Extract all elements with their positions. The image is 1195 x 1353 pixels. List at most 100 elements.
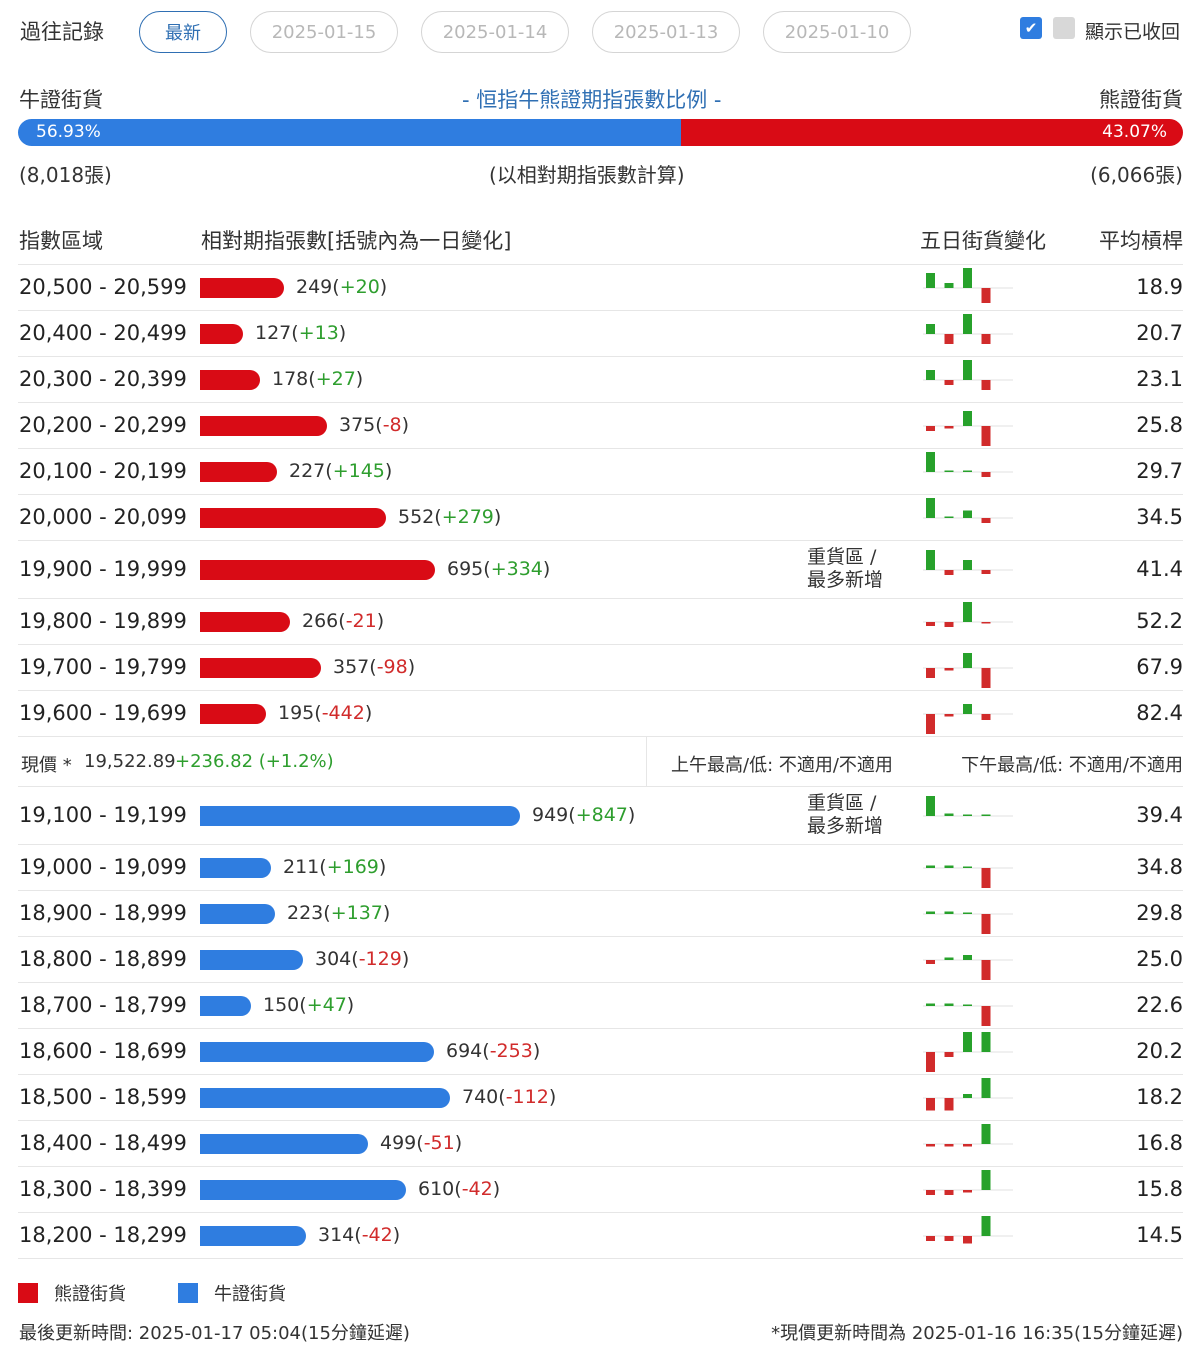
sparkline-bar bbox=[926, 911, 935, 914]
one-day-change: +279 bbox=[441, 506, 494, 528]
sparkline-bar bbox=[926, 426, 935, 431]
avg-leverage: 23.1 bbox=[1136, 367, 1183, 391]
sparkline-bar bbox=[926, 550, 935, 570]
one-day-change: +20 bbox=[339, 276, 380, 298]
table-row: 18,600 - 18,699 694(-253) 20.2 bbox=[18, 1028, 1183, 1074]
current-divider bbox=[646, 737, 647, 787]
tab-2025-01-15[interactable]: 2025-01-15 bbox=[250, 11, 398, 53]
one-day-change: -442 bbox=[321, 702, 365, 724]
sparkline-bar bbox=[944, 334, 954, 344]
table-row: 19,000 - 19,099 211(+169) 34.8 bbox=[18, 844, 1183, 890]
contracts-bar bbox=[200, 560, 435, 580]
contracts-value: 949(+847) bbox=[532, 804, 636, 826]
table-row: 20,100 - 20,199 227(+145) 29.7 bbox=[18, 448, 1183, 494]
contracts-bar bbox=[200, 950, 303, 970]
index-range: 20,400 - 20,499 bbox=[19, 321, 187, 345]
sparkline-bar bbox=[963, 314, 972, 334]
table-bottom-border bbox=[18, 1258, 1183, 1259]
table-row: 18,400 - 18,499 499(-51) 16.8 bbox=[18, 1120, 1183, 1166]
heavy-zone-label: 重貨區 / 最多新增 bbox=[807, 792, 883, 838]
contracts-value: 375(-8) bbox=[339, 414, 410, 436]
five-day-sparkline bbox=[923, 602, 1013, 627]
contracts-count: 178 bbox=[272, 368, 309, 390]
avg-leverage: 34.5 bbox=[1136, 505, 1183, 529]
bull-count: (8,018張) bbox=[19, 163, 112, 187]
contracts-value: 150(+47) bbox=[263, 994, 355, 1016]
contracts-bar bbox=[200, 704, 266, 724]
index-range: 20,200 - 20,299 bbox=[19, 413, 187, 437]
sparkline-bar bbox=[944, 570, 954, 575]
sparkline-bar bbox=[981, 1170, 991, 1190]
one-day-change: -21 bbox=[345, 610, 377, 632]
contracts-bar bbox=[200, 1180, 406, 1200]
bear-pct: 43.07% bbox=[1102, 122, 1167, 142]
ratio-note: (以相對期指張數計算) bbox=[489, 163, 685, 187]
heavy-zone-line2: 最多新增 bbox=[807, 569, 884, 591]
sparkline-bar bbox=[944, 714, 954, 717]
tab-2025-01-14[interactable]: 2025-01-14 bbox=[421, 11, 569, 53]
index-range: 19,800 - 19,899 bbox=[19, 609, 187, 633]
contracts-bar bbox=[200, 370, 260, 390]
table-row: 19,600 - 19,699 195(-442) 82.4 bbox=[18, 690, 1183, 736]
contracts-value: 249(+20) bbox=[296, 276, 388, 298]
index-range: 18,400 - 18,499 bbox=[19, 1131, 187, 1155]
avg-leverage: 15.8 bbox=[1136, 1177, 1183, 1201]
one-day-change: +169 bbox=[326, 856, 379, 878]
bull-ratio-segment bbox=[18, 119, 682, 146]
contracts-value: 314(-42) bbox=[318, 1224, 401, 1246]
five-day-sparkline bbox=[923, 550, 1013, 575]
table-row: 19,900 - 19,999 695(+334) 重貨區 / 最多新增 41.4 bbox=[18, 540, 1183, 598]
index-range: 20,100 - 20,199 bbox=[19, 459, 187, 483]
sparkline-bar bbox=[981, 1032, 991, 1052]
sparkline-bar bbox=[926, 714, 935, 734]
contracts-value: 304(-129) bbox=[315, 948, 410, 970]
tab-2025-01-13[interactable]: 2025-01-13 bbox=[592, 11, 740, 53]
show-collapsed-checkbox[interactable] bbox=[1053, 17, 1075, 39]
five-day-sparkline bbox=[923, 1003, 1013, 1026]
contracts-count: 695 bbox=[447, 558, 484, 580]
sparkline-bar bbox=[981, 814, 991, 816]
sparkline-bar bbox=[944, 470, 954, 472]
contracts-bar bbox=[200, 1042, 434, 1062]
tab-2025-01-10[interactable]: 2025-01-10 bbox=[763, 11, 911, 53]
contracts-count: 195 bbox=[278, 702, 315, 724]
contracts-count: 694 bbox=[446, 1040, 483, 1062]
avg-leverage: 16.8 bbox=[1136, 1131, 1183, 1155]
tab-latest[interactable]: 最新 bbox=[139, 11, 227, 53]
sparkline-bar bbox=[944, 865, 954, 868]
five-day-sparkline bbox=[923, 865, 1013, 888]
table-row: 20,000 - 20,099 552(+279) 34.5 bbox=[18, 494, 1183, 540]
index-range: 20,000 - 20,099 bbox=[19, 505, 187, 529]
index-range: 19,900 - 19,999 bbox=[19, 557, 187, 581]
contracts-value: 552(+279) bbox=[398, 506, 502, 528]
checkbox-checked-icon[interactable]: ✔ bbox=[1020, 17, 1042, 39]
sparkline-bar bbox=[963, 814, 972, 816]
price-update-text: *現價更新時間為 2025-01-16 16:35(15分鐘延遲) bbox=[771, 1323, 1183, 1344]
legend-bear-swatch bbox=[18, 1283, 38, 1303]
one-day-change: +334 bbox=[490, 558, 543, 580]
bear-ratio-segment bbox=[681, 119, 1183, 146]
avg-leverage: 25.0 bbox=[1136, 947, 1183, 971]
five-day-sparkline bbox=[923, 704, 1013, 734]
five-day-sparkline bbox=[923, 314, 1013, 344]
sparkline-bar bbox=[944, 622, 954, 627]
sparkline-bar bbox=[944, 1144, 954, 1147]
contracts-bar bbox=[200, 612, 290, 632]
contracts-count: 211 bbox=[283, 856, 320, 878]
sparkline-bar bbox=[981, 622, 991, 624]
index-range: 20,500 - 20,599 bbox=[19, 275, 187, 299]
sparkline-bar bbox=[963, 1236, 972, 1244]
table-row: 18,500 - 18,599 740(-112) 18.2 bbox=[18, 1074, 1183, 1120]
contracts-value: 178(+27) bbox=[272, 368, 364, 390]
history-label: 過往記錄 bbox=[20, 20, 104, 44]
contracts-count: 304 bbox=[315, 948, 352, 970]
sparkline-bar bbox=[926, 324, 935, 334]
one-day-change: -129 bbox=[358, 948, 402, 970]
sparkline-bar bbox=[944, 283, 954, 288]
index-range: 18,700 - 18,799 bbox=[19, 993, 187, 1017]
current-price-label: 現價 * bbox=[21, 755, 72, 776]
pm-high-low: 下午最高/低: 不適用/不適用 bbox=[961, 755, 1183, 776]
bull-pct: 56.93% bbox=[36, 122, 101, 142]
sparkline-bar bbox=[963, 602, 972, 622]
sparkline-bar bbox=[944, 1190, 954, 1195]
